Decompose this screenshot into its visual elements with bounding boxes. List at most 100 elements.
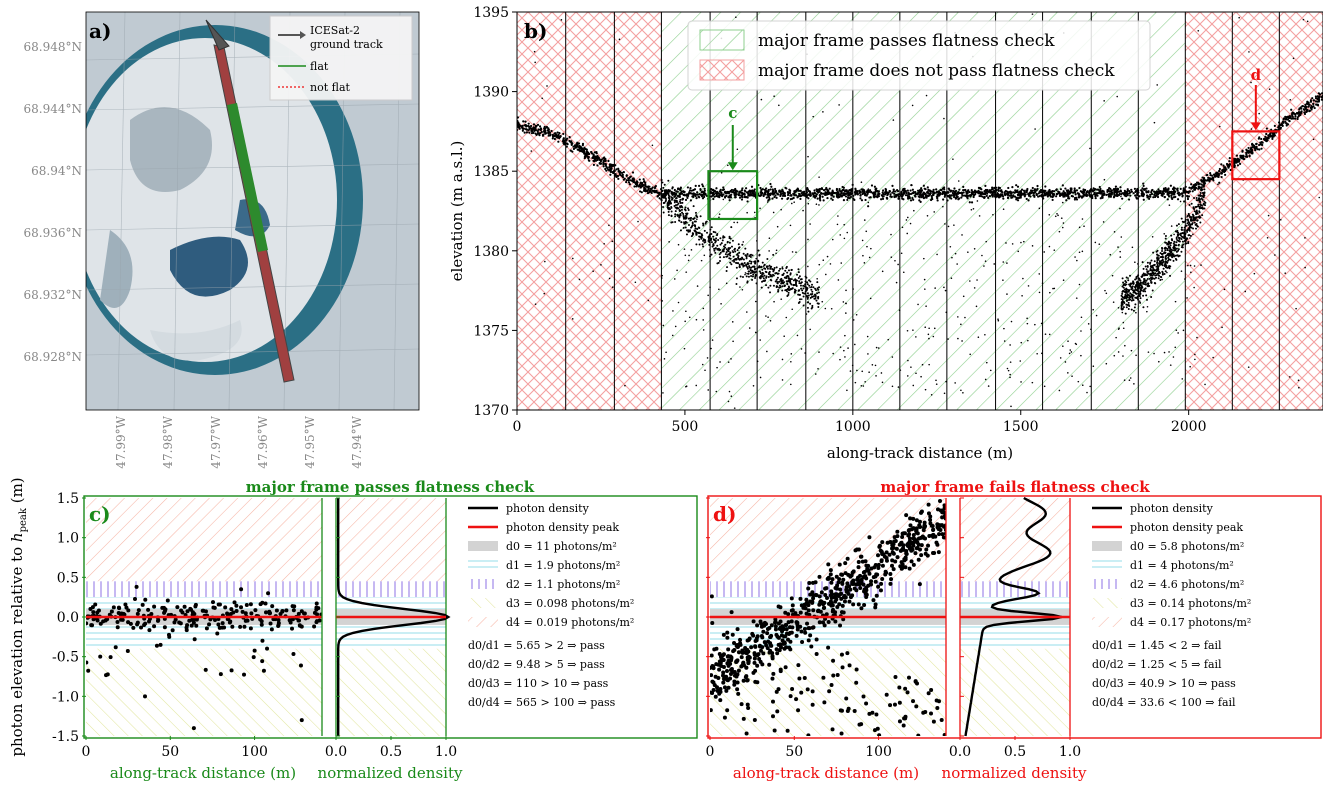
photon: [1121, 295, 1124, 298]
photon: [1127, 279, 1130, 282]
photon: [1149, 273, 1152, 276]
photon: [745, 275, 748, 278]
photon: [733, 407, 736, 409]
photon: [923, 278, 926, 281]
photon: [936, 197, 939, 200]
photon: [1135, 277, 1138, 280]
photon: [1146, 265, 1149, 268]
photon: [731, 239, 734, 242]
photon: [797, 271, 800, 274]
photon: [622, 178, 625, 181]
photon: [559, 135, 562, 139]
photon: [1162, 187, 1166, 190]
photon: [848, 197, 851, 200]
photon: [842, 301, 845, 303]
photon: [662, 194, 665, 197]
photon: [704, 192, 707, 196]
photon: [1007, 190, 1011, 194]
density-tick-label: 0.5: [380, 744, 402, 760]
photon: [1059, 194, 1062, 197]
photon: [762, 272, 765, 275]
frame-fail: [517, 12, 566, 410]
panel-a-label: a): [89, 19, 111, 43]
photon: [722, 193, 725, 196]
photon: [749, 254, 752, 257]
photon: [730, 245, 733, 248]
photon: [817, 288, 820, 291]
photon: [1253, 145, 1256, 148]
photon: [1180, 270, 1183, 272]
photon: [1163, 232, 1166, 235]
photon: [670, 214, 673, 217]
frame-fail: [614, 12, 662, 410]
photon: [191, 726, 196, 731]
photon: [1192, 233, 1194, 236]
photon: [762, 265, 765, 267]
photon: [1210, 174, 1213, 177]
photon: [1290, 108, 1293, 111]
photon: [674, 220, 677, 223]
photon: [229, 668, 234, 673]
photon: [789, 288, 792, 291]
photon: [781, 279, 784, 282]
photon: [1071, 375, 1073, 377]
photon: [1201, 214, 1204, 217]
photon: [86, 660, 89, 665]
photon: [1000, 189, 1003, 192]
photon: [1180, 235, 1183, 238]
photon: [1122, 301, 1125, 304]
photon: [791, 251, 794, 253]
photon: [1125, 306, 1128, 309]
photon: [1294, 113, 1297, 116]
photon: [1062, 345, 1064, 347]
photon: [877, 190, 881, 193]
photon: [665, 351, 667, 354]
photon: [604, 167, 607, 171]
photon: [651, 144, 654, 147]
photon: [1094, 195, 1097, 198]
photon: [1145, 298, 1148, 301]
photon: [690, 249, 693, 251]
photon: [1163, 351, 1166, 354]
photon: [742, 258, 745, 261]
photon: [839, 190, 842, 193]
photon: [192, 637, 197, 642]
photon: [598, 158, 601, 161]
photon: [727, 196, 730, 199]
photon: [590, 152, 594, 155]
photon: [796, 279, 799, 282]
panel-b: 0 500 1000 1500 2000137013751380138513901395…: [448, 5, 1323, 462]
photon: [786, 271, 789, 274]
photon: [664, 191, 667, 194]
photon: [1125, 300, 1128, 303]
photon: [1318, 93, 1322, 96]
photon: [925, 94, 928, 97]
photon: [260, 638, 265, 643]
photon: [831, 198, 834, 202]
photon: [1261, 141, 1264, 144]
photon: [602, 157, 605, 160]
photon: [1199, 192, 1202, 195]
photon: [830, 193, 833, 196]
photon: [786, 197, 789, 201]
photon: [774, 187, 777, 191]
photon: [1188, 228, 1191, 231]
photon: [1124, 344, 1126, 347]
photon: [1125, 190, 1128, 194]
photon: [932, 193, 935, 197]
photon: [1194, 216, 1197, 219]
y-tick-label: -1.5: [52, 729, 79, 745]
photon: [1178, 238, 1181, 241]
photon: [943, 392, 946, 395]
photon: [529, 124, 533, 128]
photon: [1170, 234, 1173, 237]
photon: [807, 202, 810, 205]
photon: [1153, 282, 1156, 285]
photon: [695, 243, 698, 246]
photon: [1076, 192, 1079, 195]
photon: [961, 340, 963, 342]
photon: [189, 607, 194, 612]
photon: [925, 305, 927, 307]
photon: [290, 626, 295, 631]
photon: [1081, 250, 1084, 253]
